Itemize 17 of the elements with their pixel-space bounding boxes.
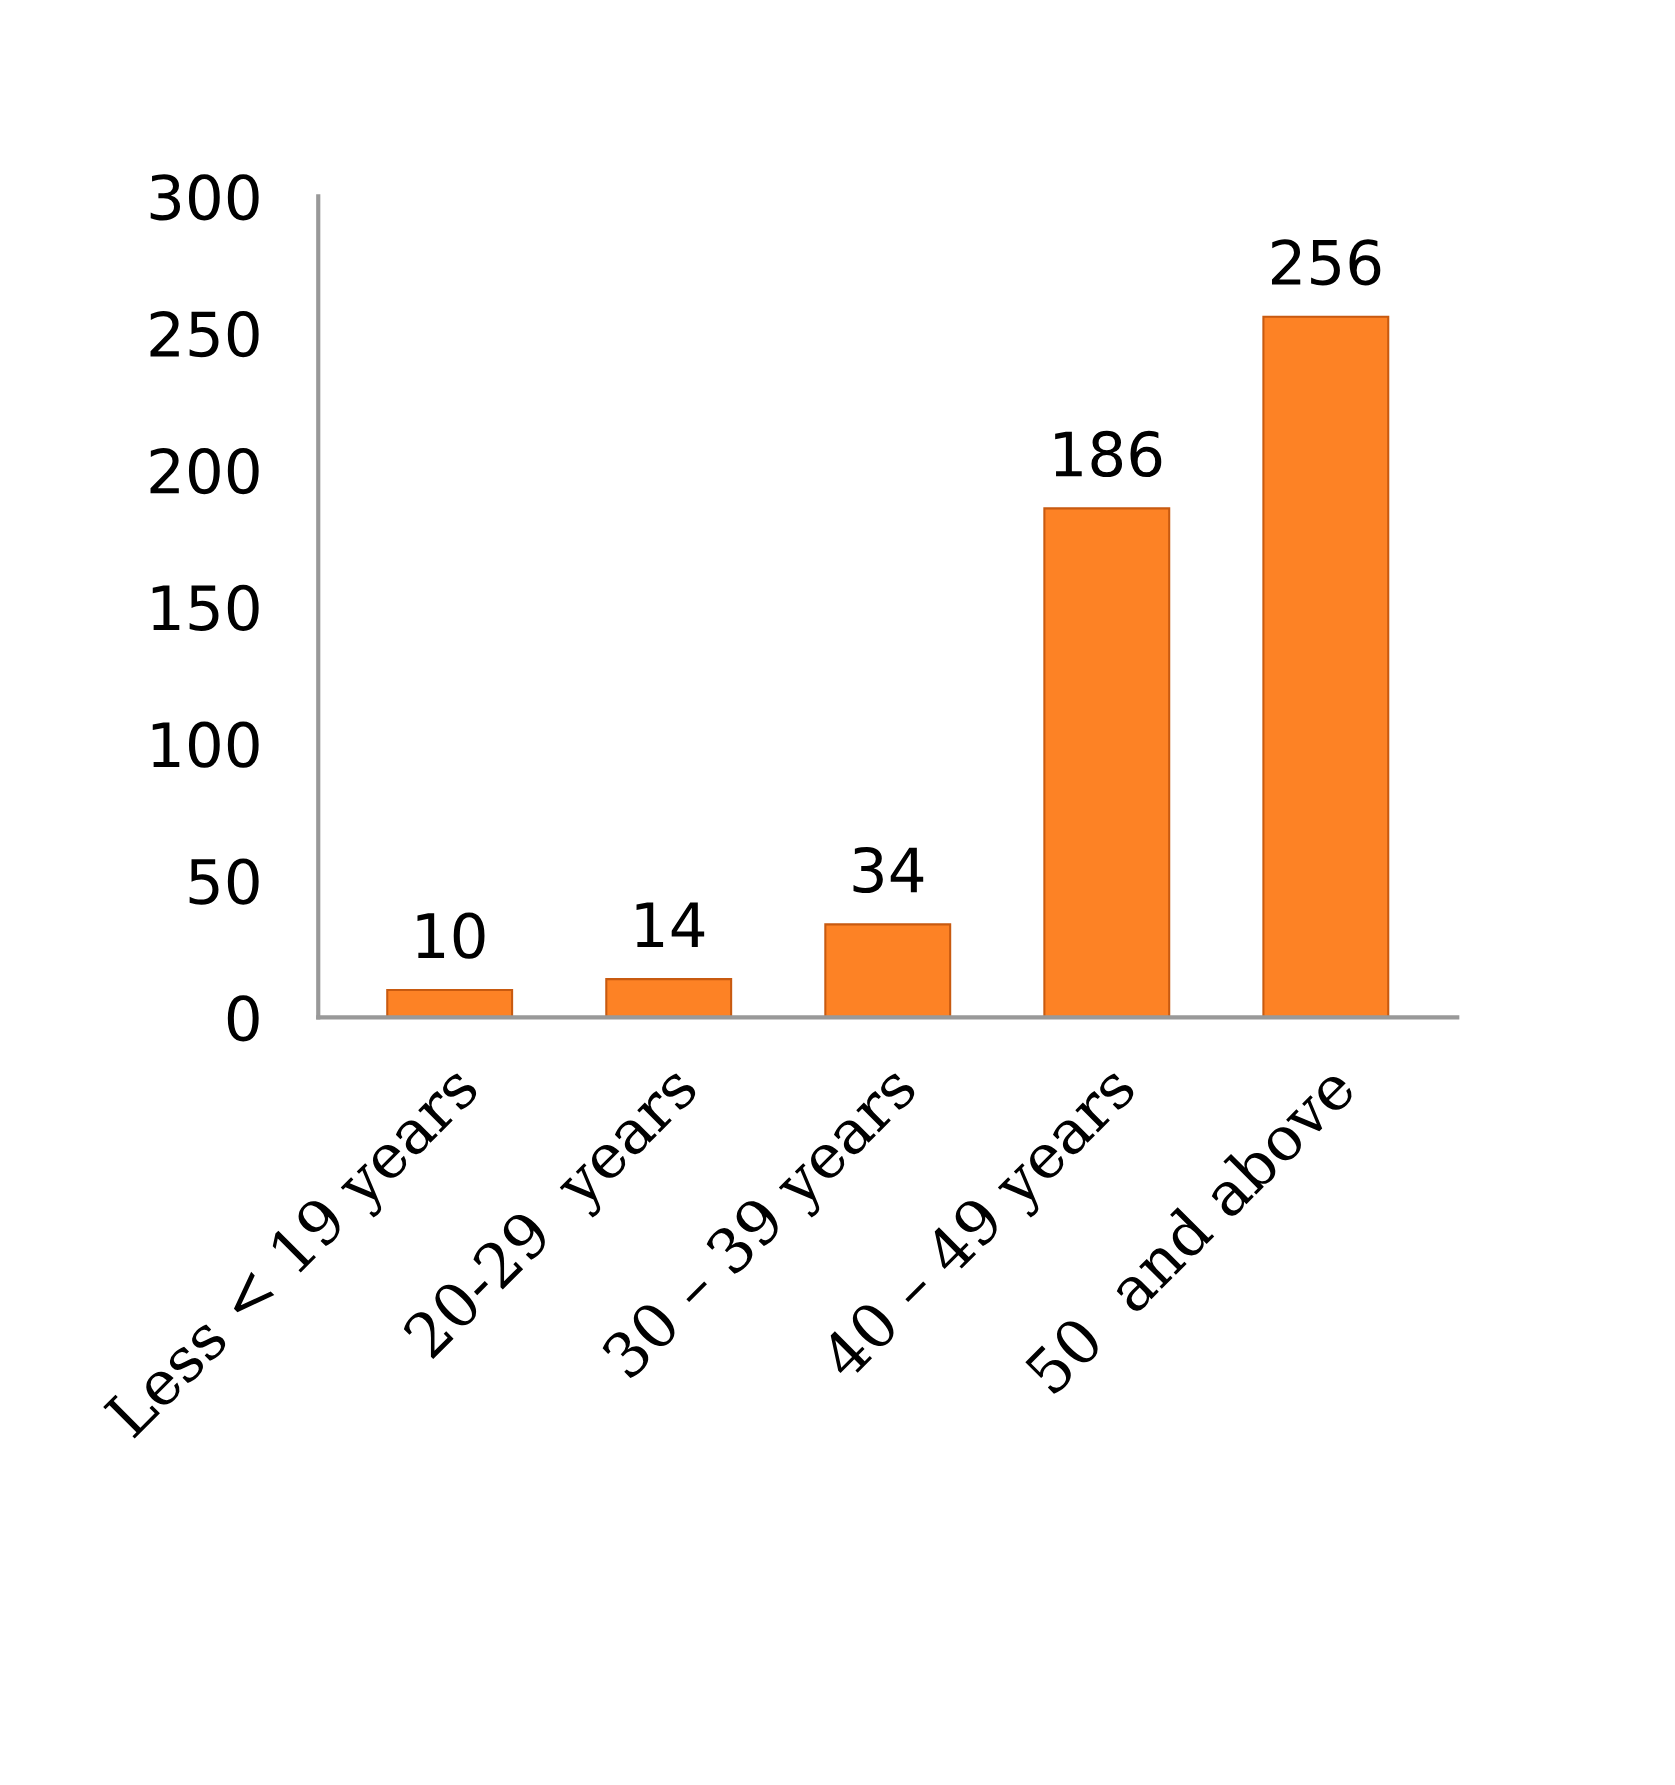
y-tick-label: 150 (152, 584, 259, 631)
y-tick-label: 100 (152, 721, 259, 768)
bar (1043, 507, 1171, 1018)
bar (1262, 315, 1390, 1018)
y-tick-label: 200 (150, 447, 259, 495)
y-tick-label: 300 (150, 174, 259, 221)
y-tick-label: 50 (189, 858, 259, 905)
bar (386, 989, 514, 1018)
y-tick-label: 250 (150, 311, 259, 358)
data-label: 186 (1055, 430, 1162, 478)
data-label: 14 (636, 902, 705, 947)
bar (605, 978, 733, 1018)
y-tick-label: 0 (227, 995, 259, 1042)
bar (824, 923, 952, 1018)
data-label: 34 (853, 846, 924, 894)
data-label: 10 (417, 912, 485, 959)
data-label: 256 (1271, 239, 1381, 286)
